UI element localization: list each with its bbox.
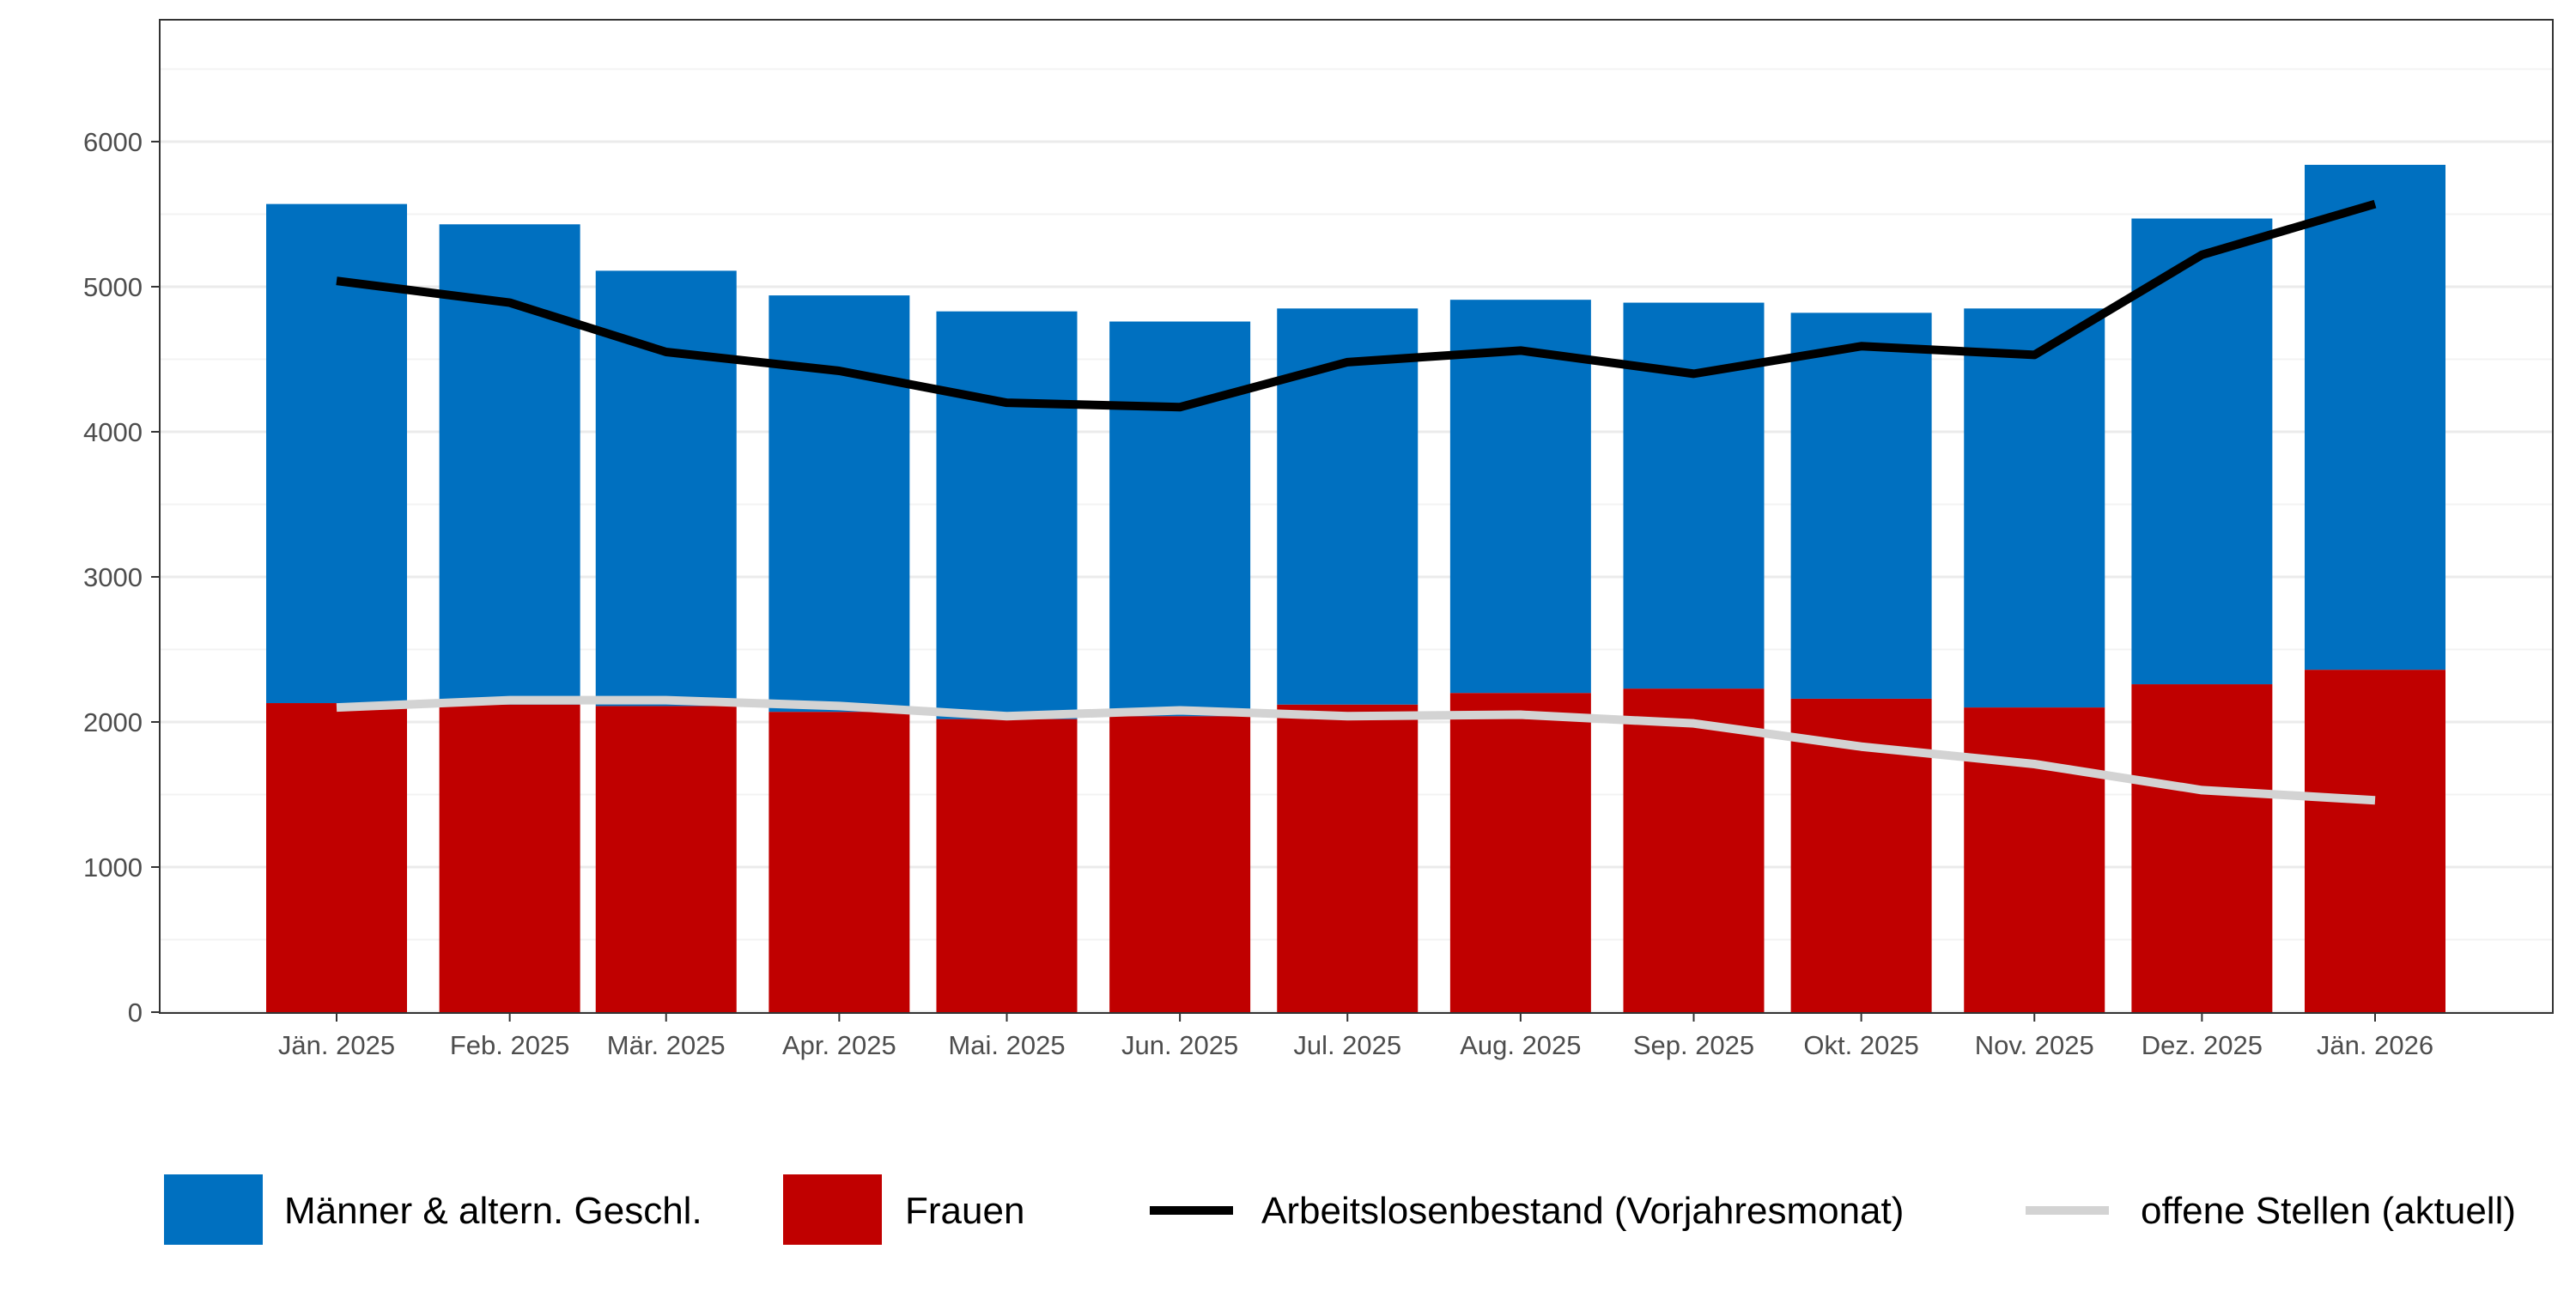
x-tick-label: Mai. 2025 xyxy=(948,1030,1065,1060)
bar-maenner xyxy=(2305,165,2445,670)
legend-key xyxy=(164,1174,263,1245)
bar-maenner xyxy=(266,203,407,704)
x-tick-label: Nov. 2025 xyxy=(1975,1030,2094,1060)
legend-key xyxy=(783,1174,882,1245)
bar-maenner xyxy=(595,270,737,707)
y-tick-label: 5000 xyxy=(83,272,143,302)
line-arbeitslosenbestand-vorjahr xyxy=(336,199,2377,412)
y-tick-label: 2000 xyxy=(83,707,143,737)
x-axis: Jän. 2025 Feb. 2025 Mär. 2025 Apr. 2025 Mai.… xyxy=(278,1013,2433,1060)
bar-frauen xyxy=(1964,707,2105,1012)
bar-maenner xyxy=(2131,218,2273,685)
legend: Männer & altern. Geschl. Frauen Arbeitslos… xyxy=(164,1174,2516,1245)
y-tick-label: 6000 xyxy=(83,127,143,157)
bar-maenner xyxy=(1790,312,1932,699)
x-tick-label: Apr. 2025 xyxy=(782,1030,896,1060)
y-axis: 0 1000 2000 3000 4000 5000 6000 xyxy=(83,127,160,1028)
x-tick-label: Feb. 2025 xyxy=(450,1030,570,1060)
x-tick-label: Jän. 2025 xyxy=(278,1030,395,1060)
lines xyxy=(336,199,2377,805)
x-tick-label: Jun. 2025 xyxy=(1121,1030,1238,1060)
bar-frauen xyxy=(595,706,737,1012)
bar-maenner xyxy=(1623,302,1765,689)
bar-maenner xyxy=(1109,321,1251,717)
legend-label: offene Stellen (aktuell) xyxy=(2141,1190,2516,1232)
bar-maenner xyxy=(769,295,910,713)
legend-label: Arbeitslosenbestand (Vorjahresmonat) xyxy=(1261,1190,1904,1232)
y-tick-label: 0 xyxy=(128,998,143,1028)
x-tick-label: Dez. 2025 xyxy=(2142,1030,2263,1060)
x-tick-label: Okt. 2025 xyxy=(1803,1030,1918,1060)
bar-frauen xyxy=(936,719,1078,1012)
bar-frauen xyxy=(439,704,580,1012)
bar-frauen xyxy=(1623,688,1765,1012)
bar-frauen xyxy=(769,712,910,1012)
x-tick-label: Aug. 2025 xyxy=(1460,1030,1581,1060)
x-tick-label: Jän. 2026 xyxy=(2317,1030,2433,1060)
y-tick-label: 1000 xyxy=(83,852,143,883)
bar-maenner xyxy=(1964,308,2105,708)
bar-frauen xyxy=(1449,693,1591,1012)
legend-label: Männer & altern. Geschl. xyxy=(284,1190,702,1232)
bar-maenner xyxy=(1277,308,1419,705)
bar-frauen xyxy=(2131,684,2273,1012)
x-tick-label: Jul. 2025 xyxy=(1293,1030,1401,1060)
bar-frauen xyxy=(2305,670,2445,1012)
bar-frauen xyxy=(1109,716,1251,1012)
bar-frauen xyxy=(1277,704,1419,1012)
bar-maenner xyxy=(936,311,1078,719)
legend-label: Frauen xyxy=(905,1190,1024,1232)
x-tick-label: Mär. 2025 xyxy=(607,1030,726,1060)
bar-maenner xyxy=(1449,300,1591,694)
y-tick-label: 3000 xyxy=(83,562,143,592)
bar-frauen xyxy=(266,703,407,1012)
x-tick-label: Sep. 2025 xyxy=(1633,1030,1754,1060)
y-tick-label: 4000 xyxy=(83,417,143,447)
plot-panel-border xyxy=(159,19,2554,1014)
line-offene-stellen xyxy=(336,695,2376,805)
bars xyxy=(266,165,2445,1012)
